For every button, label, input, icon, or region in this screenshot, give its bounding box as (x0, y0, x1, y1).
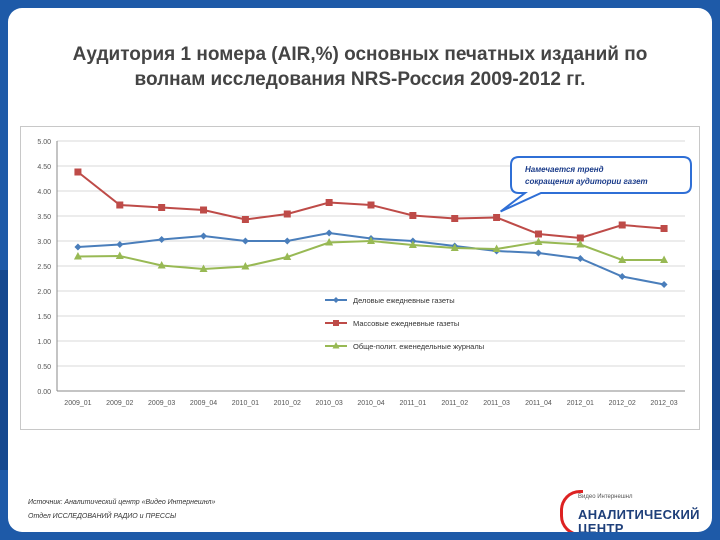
data-point (618, 255, 627, 263)
data-point (200, 232, 208, 240)
legend-marker (332, 342, 340, 349)
data-point (576, 234, 584, 242)
data-point (74, 168, 82, 176)
x-tick-label: 2009_03 (148, 400, 175, 407)
data-point (241, 237, 249, 245)
x-tick-label: 2009_04 (190, 400, 217, 407)
data-point (618, 221, 626, 229)
data-point (534, 237, 543, 245)
annotation-callout (499, 156, 692, 213)
data-point (576, 240, 585, 248)
x-tick-label: 2012_02 (609, 400, 636, 407)
series-line (77, 239, 665, 271)
data-point (409, 212, 417, 219)
data-point (660, 225, 668, 232)
data-point (283, 210, 291, 218)
data-point (158, 204, 166, 211)
x-tick-label: 2009_02 (106, 400, 133, 407)
y-tick-label: 3.50 (37, 214, 51, 221)
data-point (200, 206, 208, 214)
data-point (199, 264, 208, 272)
annotation-text: Намечается тренд (525, 165, 604, 174)
title-line-2: волнам исследования NRS-Россия 2009-2012… (134, 69, 586, 90)
x-tick-label: 2011_02 (441, 400, 468, 407)
y-tick-label: 4.50 (37, 164, 51, 171)
logo-line-2: ЦЕНТР (578, 521, 624, 533)
chart-frame: 0.00 0.50 1.00 1.50 2.00 2.50 3.00 3.50 4.00 4.50… (20, 126, 700, 430)
y-tick-label: 4.00 (37, 189, 51, 196)
data-point (325, 199, 333, 206)
title-line-1: Аудитория 1 номера (AIR,%) основных печа… (72, 44, 648, 65)
data-point (74, 243, 82, 251)
y-tick-label: 0.00 (37, 389, 51, 396)
x-tick-label: 2012_01 (567, 400, 594, 407)
data-point (660, 255, 669, 263)
line-chart: 0.00 0.50 1.00 1.50 2.00 2.50 3.00 3.50 4.00 4.50… (37, 139, 692, 407)
source-line-2: Отдел ИССЛЕДОВАНИЙ РАДИО и ПРЕССЫ (28, 513, 177, 520)
x-tick-label: 2011_01 (399, 400, 426, 407)
data-point (116, 241, 124, 248)
y-tick-label: 2.50 (37, 264, 51, 271)
data-point (492, 244, 501, 252)
y-tick-label: 1.50 (37, 314, 51, 321)
x-tick-label: 2010_01 (232, 400, 259, 407)
logo-arc-icon (560, 490, 583, 532)
data-point (367, 236, 375, 244)
x-tick-label: 2011_04 (525, 400, 552, 407)
x-tick-label: 2010_03 (316, 400, 343, 407)
y-tick-label: 1.00 (37, 339, 51, 346)
x-tick-label: 2009_01 (64, 400, 91, 407)
data-point (534, 249, 542, 257)
x-tick-label: 2010_04 (357, 400, 384, 407)
right-edge-band (712, 270, 720, 470)
data-point (73, 252, 82, 260)
x-tick-label: 2011_03 (483, 400, 510, 407)
logo-wordmark: АНАЛИТИЧЕСКИЙ ЦЕНТР (578, 507, 700, 533)
annotation-text: сокращения аудитории газет (525, 177, 648, 186)
data-point (576, 255, 584, 262)
source-line-1: Источник: Аналитический центр «Видео Инт… (28, 499, 216, 506)
data-point (158, 236, 166, 243)
legend-label: Массовые ежедневные газеты (353, 319, 459, 328)
y-tick-label: 5.00 (37, 139, 51, 146)
legend-marker (333, 320, 339, 326)
data-point (115, 251, 124, 259)
data-point (116, 201, 124, 209)
x-tick-label: 2012_03 (650, 400, 677, 407)
source-footer: Источник: Аналитический центр «Видео Инт… (28, 496, 215, 524)
analytic-center-logo: Видео Интернешнл АНАЛИТИЧЕСКИЙ ЦЕНТР (560, 486, 710, 532)
data-point (618, 273, 626, 280)
data-point (493, 214, 501, 221)
data-point (241, 216, 249, 223)
data-point (450, 243, 459, 251)
left-edge-band (0, 270, 8, 470)
data-point (325, 238, 334, 246)
data-point (283, 252, 292, 260)
data-point (283, 237, 291, 245)
y-tick-label: 2.00 (37, 289, 51, 296)
legend-label: Обще-полит. еженедельные журналы (353, 342, 484, 351)
data-point (408, 240, 417, 248)
data-point (451, 215, 459, 222)
logo-subtitle: Видео Интернешнл (578, 494, 633, 500)
data-point (534, 230, 542, 238)
y-tick-label: 3.00 (37, 239, 51, 246)
data-point (157, 261, 166, 269)
logo-line-1: АНАЛИТИЧЕСКИЙ (578, 507, 700, 522)
data-point (241, 262, 250, 270)
slide-title: Аудитория 1 номера (AIR,%) основных печа… (28, 42, 692, 92)
data-point (325, 229, 333, 237)
y-tick-label: 0.50 (37, 364, 51, 371)
x-tick-label: 2010_02 (274, 400, 301, 407)
data-point (367, 201, 375, 209)
data-point (660, 281, 668, 288)
legend-marker (333, 297, 339, 303)
slide: Аудитория 1 номера (AIR,%) основных печа… (8, 8, 712, 532)
legend-label: Деловые ежедневные газеты (353, 296, 455, 305)
